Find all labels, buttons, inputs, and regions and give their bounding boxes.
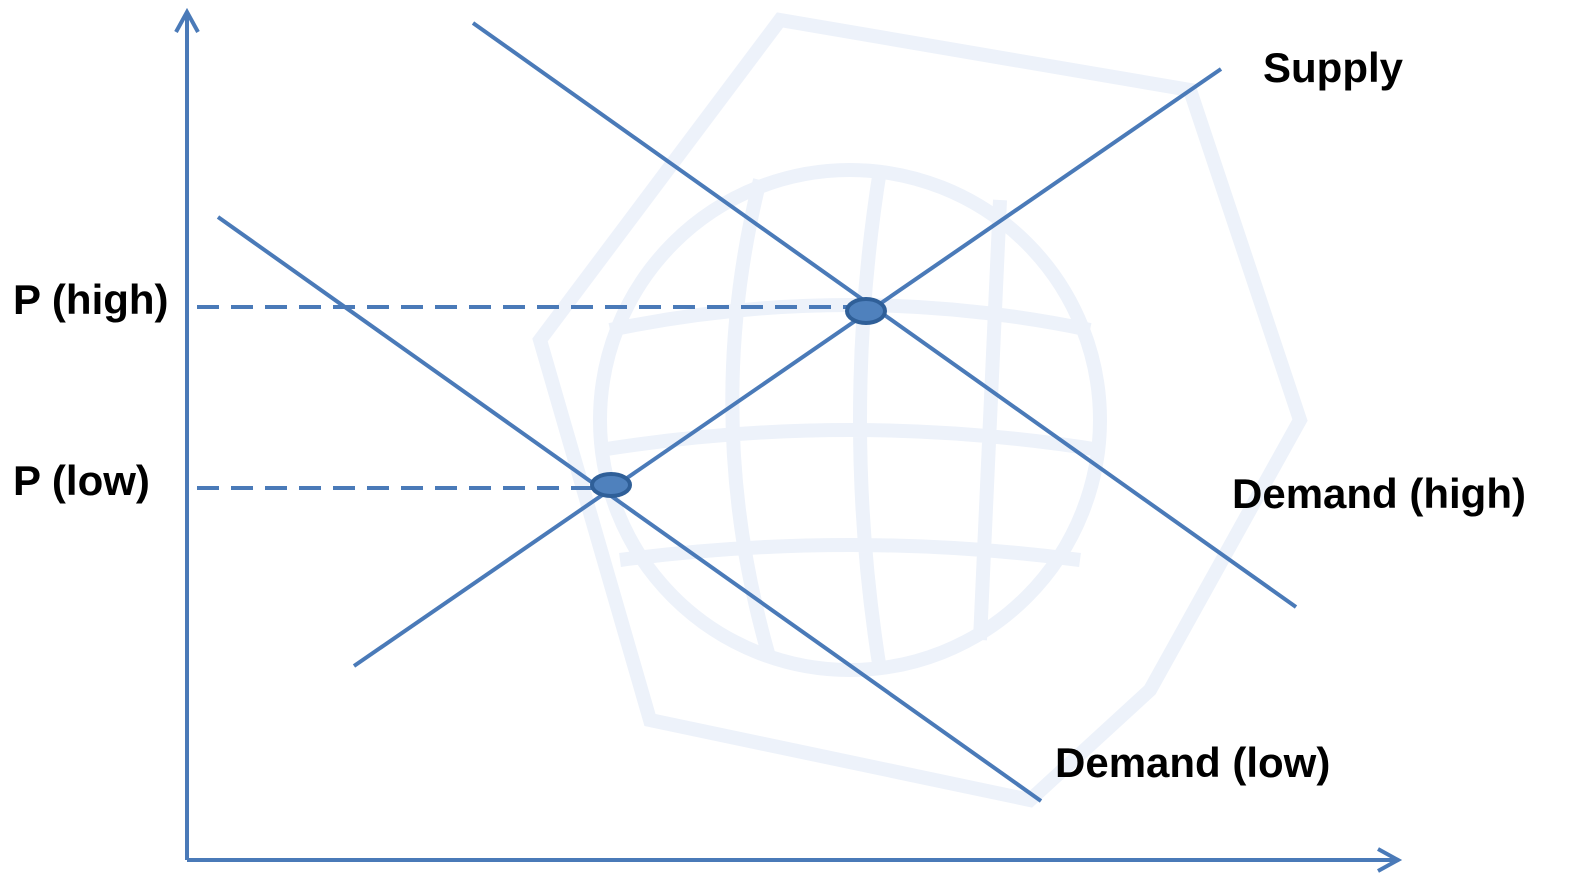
x-axis-arrow	[1377, 847, 1403, 873]
curve-label: Demand (low)	[1055, 739, 1330, 786]
axes	[174, 7, 1403, 873]
y-axis-arrow	[174, 7, 200, 33]
supply-curve	[352, 67, 1223, 668]
price-label: P (high)	[13, 276, 169, 323]
demand-low-curve	[216, 215, 1043, 803]
curve-label: Supply	[1263, 44, 1404, 91]
equilibrium-point	[590, 472, 632, 498]
price-label: P (low)	[13, 457, 150, 504]
watermark	[532, 12, 1308, 808]
equilibrium-point	[845, 297, 887, 325]
curve-label: Demand (high)	[1232, 470, 1526, 517]
